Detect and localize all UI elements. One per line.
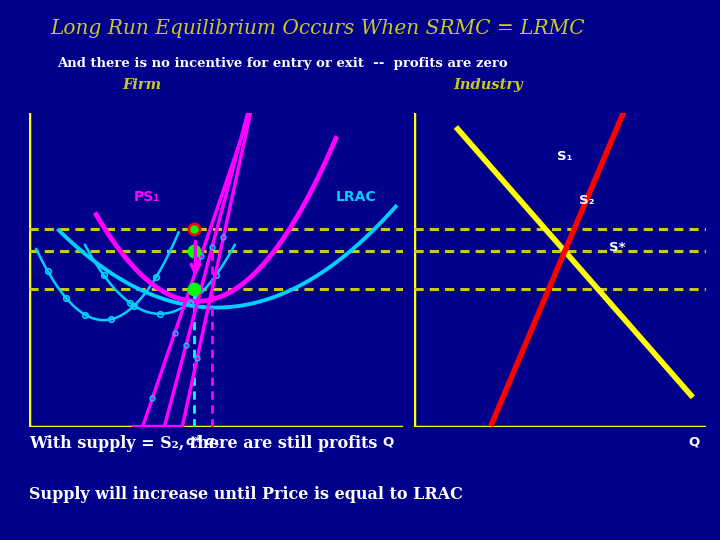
Text: PS₁: PS₁	[134, 190, 160, 204]
Text: S*: S*	[609, 241, 626, 254]
Text: And there is no incentive for entry or exit  --  profits are zero: And there is no incentive for entry or e…	[58, 57, 508, 70]
Text: q*: q*	[185, 435, 202, 448]
Text: S₂: S₂	[580, 194, 595, 207]
Text: Long Run Equilibrium Occurs When SRMC = LRMC: Long Run Equilibrium Occurs When SRMC = …	[50, 19, 585, 38]
Text: S₁: S₁	[557, 150, 572, 164]
Text: Q: Q	[688, 435, 700, 448]
Text: Supply will increase until Price is equal to LRAC: Supply will increase until Price is equa…	[29, 486, 463, 503]
Text: Q: Q	[382, 435, 394, 448]
Text: q₁: q₁	[204, 435, 220, 448]
Text: Industry: Industry	[454, 78, 523, 92]
Text: Firm: Firm	[122, 78, 161, 92]
Text: With supply = S₂, there are still profits: With supply = S₂, there are still profit…	[29, 435, 377, 451]
Text: LRAC: LRAC	[336, 190, 377, 204]
